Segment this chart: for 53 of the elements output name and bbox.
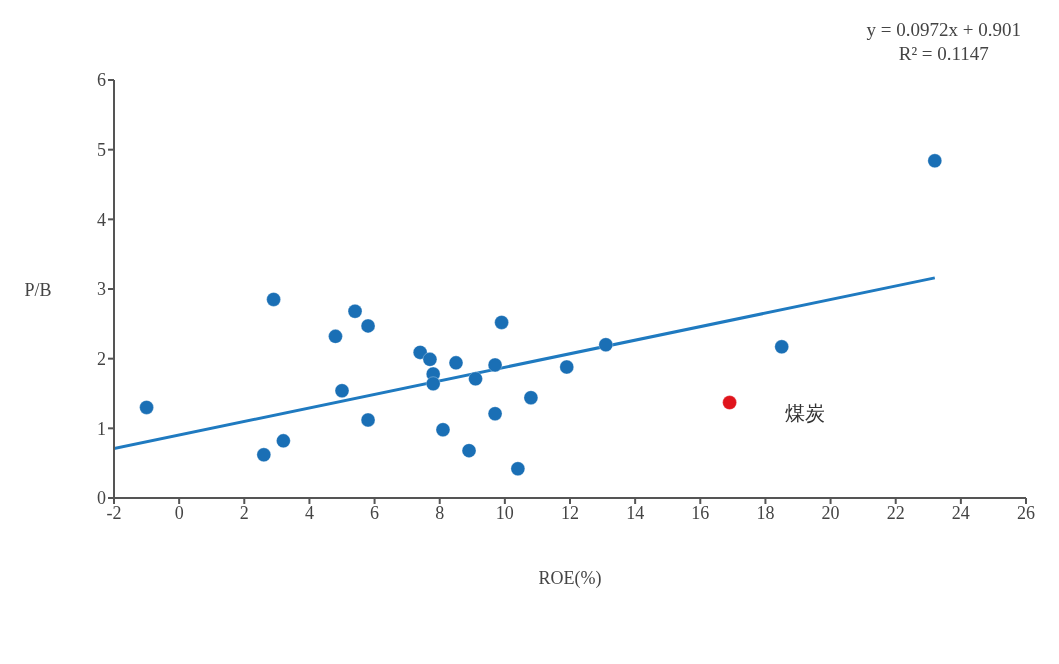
text: 煤炭 xyxy=(785,402,826,425)
y-axis-title: P/B xyxy=(23,280,53,301)
text: R² = 0.1147 xyxy=(897,42,990,66)
point xyxy=(422,351,438,367)
point xyxy=(275,433,291,449)
point xyxy=(722,395,738,411)
point xyxy=(360,412,376,428)
y-tick-label: 5 xyxy=(97,140,106,161)
x-tick-label: 14 xyxy=(626,502,645,523)
point xyxy=(559,359,575,375)
point xyxy=(927,153,943,169)
y-tick-label: 6 xyxy=(97,70,106,91)
x-tick-label: -2 xyxy=(106,502,122,523)
x-tick-label: 6 xyxy=(370,502,380,523)
x-tick-label: 26 xyxy=(1017,502,1035,523)
point xyxy=(327,328,343,344)
point xyxy=(360,318,376,334)
y-tick-label: 0 xyxy=(97,488,106,509)
x-tick-label: 20 xyxy=(821,502,840,523)
point xyxy=(487,357,503,373)
point xyxy=(347,303,363,319)
point xyxy=(461,443,477,459)
x-axis-title: ROE(%) xyxy=(537,568,603,589)
x-tick-label: 2 xyxy=(239,502,249,523)
point xyxy=(448,355,464,371)
point xyxy=(256,447,272,463)
x-tick-label: 12 xyxy=(561,502,579,523)
y-tick-label: 1 xyxy=(97,418,106,439)
x-tick-label: 18 xyxy=(756,502,775,523)
point xyxy=(412,344,428,360)
y-tick-label: 4 xyxy=(97,209,106,230)
point xyxy=(468,371,484,387)
point xyxy=(494,314,510,330)
point xyxy=(334,383,350,399)
point xyxy=(139,399,155,415)
point xyxy=(425,376,441,392)
point xyxy=(266,291,282,307)
y-tick-label: 3 xyxy=(97,279,106,300)
x-tick-label: 10 xyxy=(495,502,514,523)
y-tick-label: 2 xyxy=(97,349,106,370)
point xyxy=(523,390,539,406)
x-tick-label: 24 xyxy=(951,502,970,523)
x-tick-label: 16 xyxy=(691,502,710,523)
point xyxy=(487,406,503,422)
text: y = 0.0972x + 0.901 xyxy=(866,18,1021,42)
point xyxy=(774,339,790,355)
point xyxy=(510,461,526,477)
x-tick-label: 22 xyxy=(886,502,905,523)
x-tick-label: 4 xyxy=(304,502,314,523)
x-tick-label: 0 xyxy=(174,502,184,523)
x-tick-label: 8 xyxy=(435,502,445,523)
point xyxy=(435,422,451,438)
point xyxy=(598,337,614,353)
